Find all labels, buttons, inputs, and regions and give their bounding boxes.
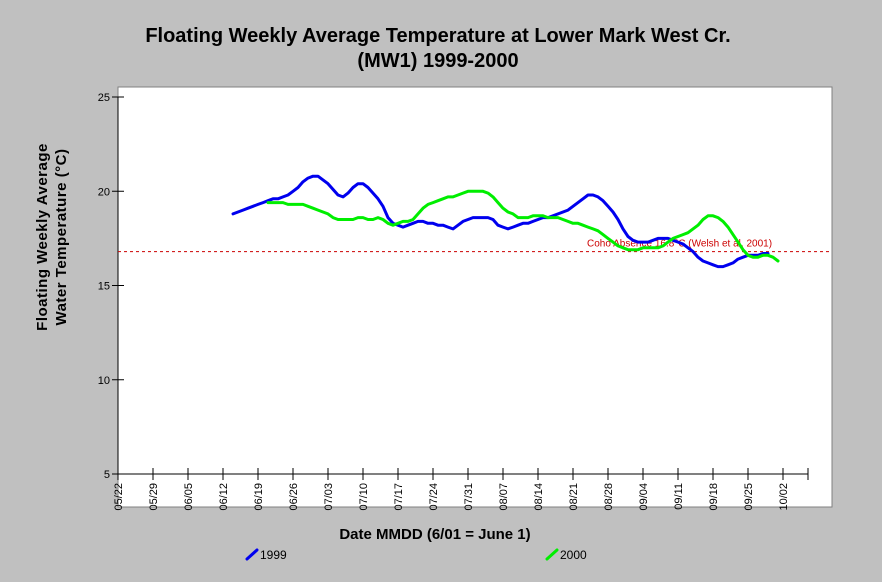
legend-swatch-2000 xyxy=(545,548,559,561)
legend-swatch-1999 xyxy=(245,548,259,561)
x-tick-label: 07/10 xyxy=(358,483,370,511)
x-tick-label: 08/07 xyxy=(498,483,510,511)
x-tick-label: 08/21 xyxy=(568,483,580,511)
y-tick-label: 15 xyxy=(98,281,110,293)
legend-label-1999: 1999 xyxy=(260,548,287,562)
y-axis-label-line1: Floating Weekly Average xyxy=(34,143,51,331)
x-tick-label: 06/05 xyxy=(183,483,195,511)
x-tick-label: 09/04 xyxy=(638,483,650,511)
x-tick-label: 05/29 xyxy=(148,483,160,511)
chart-title-line1: Floating Weekly Average Temperature at L… xyxy=(145,25,730,47)
legend: 1999 2000 xyxy=(245,548,587,562)
chart-title-line2: (MW1) 1999-2000 xyxy=(357,50,518,72)
x-tick-label: 09/18 xyxy=(708,483,720,511)
series-line-2000 xyxy=(266,189,780,263)
x-tick-label: 06/12 xyxy=(218,483,230,511)
x-tick-label: 07/31 xyxy=(463,483,475,511)
series-lines xyxy=(231,174,780,269)
x-tick-label: 08/14 xyxy=(533,483,545,511)
x-tick-label: 07/03 xyxy=(323,483,335,511)
x-tick-label: 05/22 xyxy=(113,483,125,511)
x-tick-label: 09/25 xyxy=(743,483,755,511)
legend-label-2000: 2000 xyxy=(560,548,587,562)
x-tick-label: 10/02 xyxy=(778,483,790,511)
y-tick-label: 5 xyxy=(104,469,110,481)
axes: 5 10 15 20 25 05/22 05/29 06/05 06/12 06/19 06/26 0… xyxy=(98,92,809,511)
y-tick-label: 10 xyxy=(98,375,110,387)
y-axis-label: Floating Weekly Average Water Temperatur… xyxy=(34,143,70,331)
x-tick-label: 08/28 xyxy=(603,483,615,511)
plot-area xyxy=(117,86,833,508)
x-tick-label: 07/17 xyxy=(393,483,405,511)
x-tick-label: 06/26 xyxy=(288,483,300,511)
x-tick-label: 09/11 xyxy=(673,483,685,510)
x-axis-label: Date MMDD (6/01 = June 1) xyxy=(339,526,530,543)
y-tick-label: 20 xyxy=(98,186,110,198)
x-tick-label: 06/19 xyxy=(253,483,265,511)
y-axis-label-line2: Water Temperature (°C) xyxy=(53,148,70,325)
x-tick-label: 07/24 xyxy=(428,483,440,511)
series-line-1999 xyxy=(231,174,770,269)
y-tick-label: 25 xyxy=(98,92,110,104)
